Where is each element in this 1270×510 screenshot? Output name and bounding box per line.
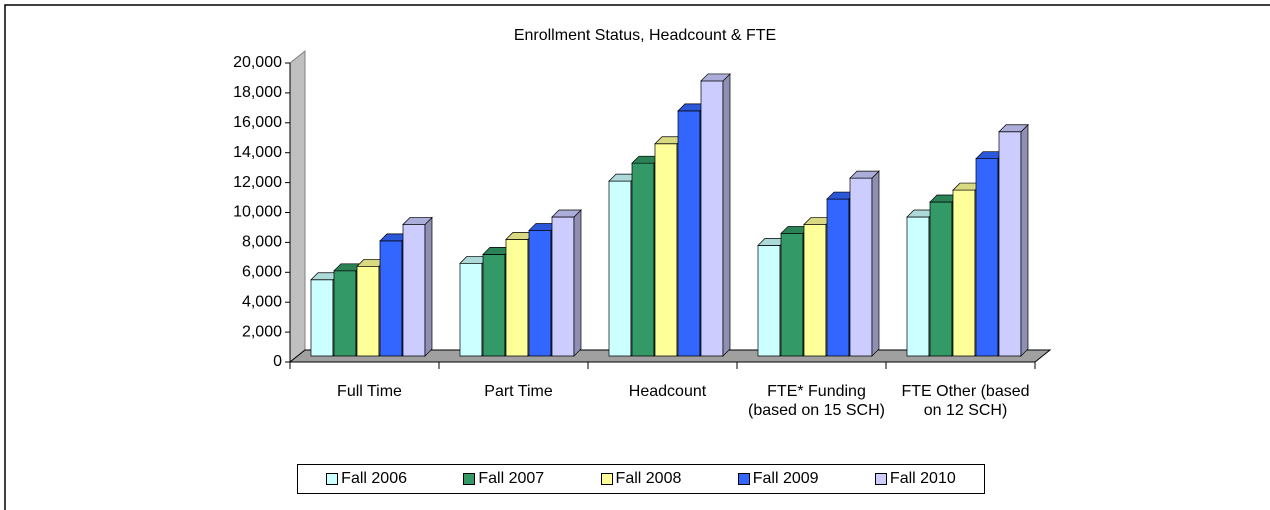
- y-tick-label: 20,000: [233, 54, 282, 71]
- bar-top: [700, 73, 731, 82]
- legend-swatch: [600, 473, 613, 485]
- y-tick-label: 10,000: [233, 204, 282, 221]
- bar-front: [952, 189, 976, 357]
- bar-side: [424, 216, 433, 357]
- chart-border: [4, 4, 1270, 510]
- y-tick-label: 6,000: [242, 264, 282, 281]
- bar-front: [608, 180, 632, 357]
- bar-top: [998, 124, 1029, 133]
- bar-front: [654, 143, 678, 357]
- bar: [551, 209, 582, 357]
- x-tick-label: FTE Other (based on 12 SCH): [901, 383, 1030, 419]
- legend-swatch: [463, 473, 476, 485]
- legend-label: Fall 2010: [889, 470, 956, 487]
- legend-item: Fall 2007: [463, 470, 544, 488]
- bar-front: [333, 270, 357, 357]
- legend-label: Fall 2007: [478, 470, 545, 487]
- bar-front: [849, 177, 873, 357]
- y-tick-label: 14,000: [233, 144, 282, 161]
- bar-front: [700, 80, 724, 357]
- bar-front: [528, 230, 552, 357]
- x-tick-label: Full Time: [337, 383, 402, 400]
- bar-front: [631, 162, 655, 357]
- y-tick-label: 12,000: [233, 174, 282, 191]
- y-tick-label: 2,000: [242, 323, 282, 340]
- y-tick-label: 16,000: [233, 114, 282, 131]
- y-tick-label: 18,000: [233, 84, 282, 101]
- bar-front: [975, 158, 999, 357]
- bar: [998, 123, 1029, 357]
- legend-item: Fall 2009: [737, 470, 819, 488]
- bar-top: [402, 217, 433, 225]
- bar-front: [826, 198, 850, 357]
- bar-front: [402, 224, 426, 357]
- bar: [402, 216, 433, 357]
- x-tick-label: Headcount: [628, 383, 707, 400]
- bar-side: [722, 73, 731, 357]
- legend-label: Fall 2009: [752, 470, 819, 487]
- bar-side: [573, 209, 582, 357]
- bar-front: [780, 233, 804, 357]
- bar-front: [803, 224, 827, 357]
- legend-swatch: [737, 473, 750, 485]
- bar-front: [929, 201, 953, 357]
- bar-front: [998, 131, 1022, 357]
- bar: [700, 73, 731, 357]
- x-tick-label: Part Time: [484, 383, 553, 400]
- legend-item: Fall 2006: [326, 470, 407, 488]
- bar-front: [757, 245, 781, 357]
- legend-swatch: [326, 473, 339, 485]
- bar-front: [906, 216, 930, 357]
- legend-item: Fall 2008: [600, 470, 682, 488]
- bar-top: [551, 209, 582, 218]
- bar-top: [849, 170, 880, 179]
- chart-title: Enrollment Status, Headcount & FTE: [514, 27, 776, 44]
- bar-front: [505, 239, 529, 357]
- legend-item: Fall 2010: [874, 470, 956, 488]
- bar: [849, 170, 880, 357]
- legend: Fall 2006 Fall 2007 Fall 2008 Fall 2009 Fall…: [297, 464, 985, 494]
- bar-front: [459, 262, 483, 357]
- bar-side: [871, 170, 880, 357]
- bar-front: [310, 279, 334, 357]
- y-tick-label: 0: [273, 353, 282, 370]
- legend-label: Fall 2008: [615, 470, 682, 487]
- x-tick-label: FTE* Funding (based on 15 SCH): [748, 383, 885, 419]
- bar-front: [482, 254, 506, 357]
- legend-swatch: [874, 473, 887, 485]
- bar-front: [379, 240, 403, 357]
- side-wall: [289, 49, 306, 364]
- y-tick-label: 8,000: [242, 234, 282, 251]
- bar-front: [356, 265, 380, 357]
- bar-front: [551, 216, 575, 357]
- legend-label: Fall 2006: [341, 470, 407, 487]
- bar-side: [1020, 123, 1029, 357]
- y-tick-label: 4,000: [242, 293, 282, 310]
- bar-front: [677, 110, 701, 357]
